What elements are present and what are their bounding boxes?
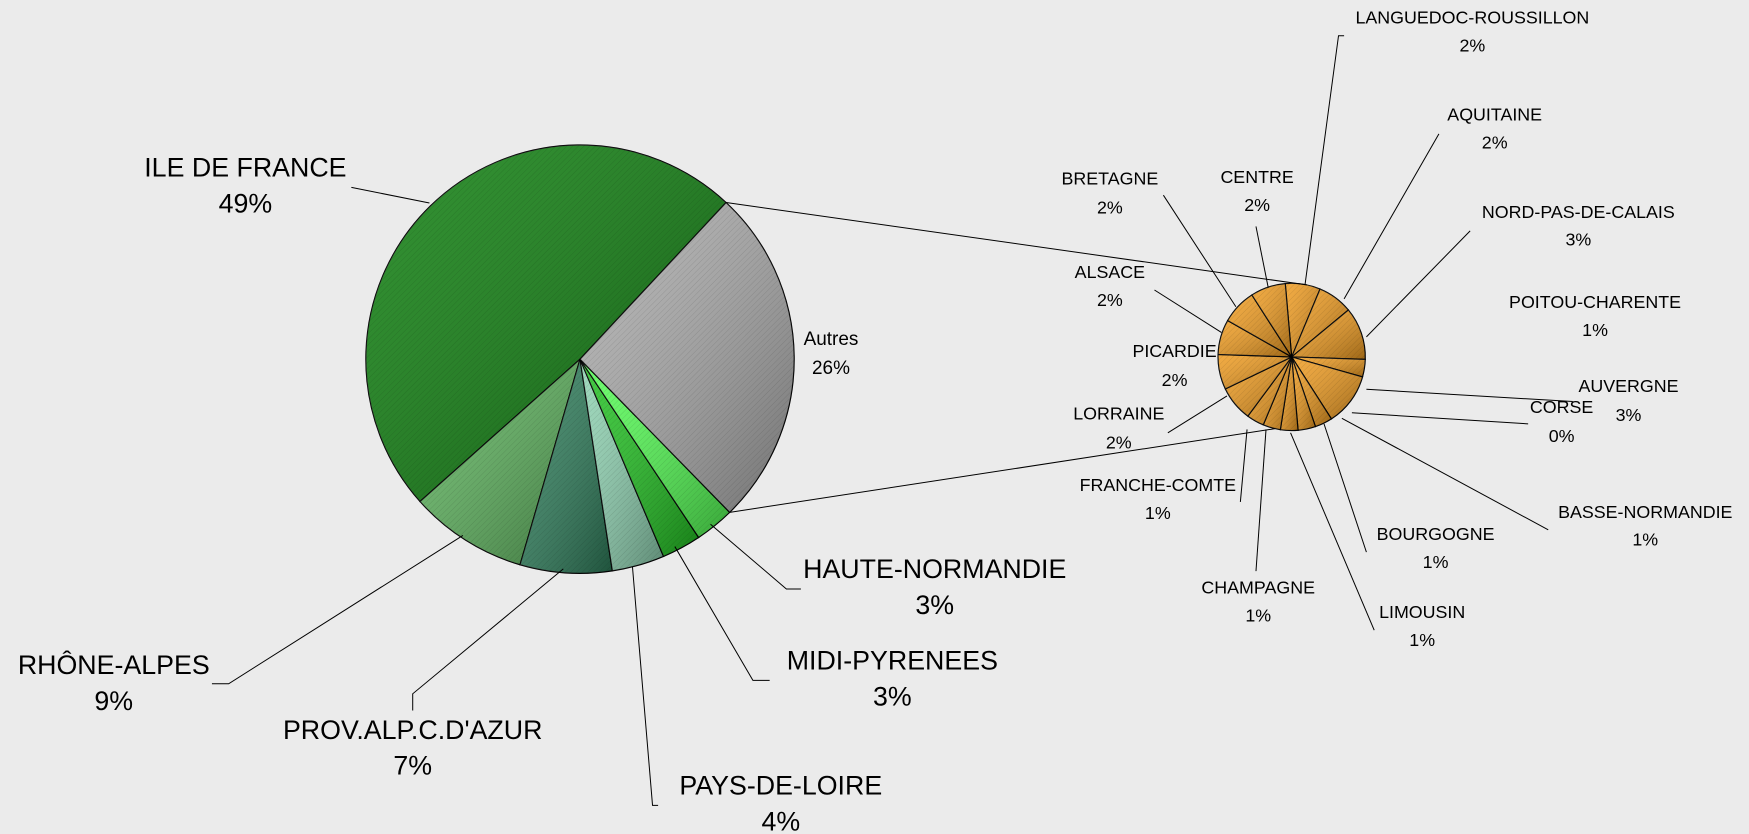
slice-label: CORSE — [1530, 397, 1594, 417]
leader-line — [631, 566, 659, 806]
leader-line — [351, 186, 430, 204]
leader-line — [211, 534, 464, 685]
slice-value-label: 2% — [1097, 197, 1123, 217]
slice-hatch — [1251, 283, 1292, 357]
slice-value-label: 0% — [1549, 426, 1575, 446]
slice-hatch — [580, 359, 730, 538]
leader-line — [710, 523, 801, 590]
slice-label: AUVERGNE — [1579, 376, 1679, 396]
slice-value-label: 1% — [1423, 552, 1449, 572]
slice-label: PICARDIE — [1132, 341, 1216, 361]
slice-hatch — [1291, 309, 1366, 360]
slice-value-label: 3% — [1616, 405, 1642, 425]
slice-value-label: 7% — [393, 750, 432, 780]
slice-label: LANGUEDOC-ROUSSILLON — [1355, 8, 1589, 28]
slice-value-label: 2% — [1244, 195, 1270, 215]
leader-line — [1323, 423, 1367, 553]
slice-label: LORRAINE — [1073, 404, 1164, 424]
slice-value-label: 1% — [1582, 320, 1608, 340]
slice-label: BOURGOGNE — [1377, 524, 1495, 544]
leader-line — [1162, 194, 1237, 308]
slice-value-label: 2% — [1106, 433, 1132, 453]
leader-line — [674, 546, 770, 681]
slice-label: POITOU-CHARENTE — [1509, 292, 1681, 312]
slice-value-label: 2% — [1162, 370, 1188, 390]
leader-line — [1255, 226, 1269, 288]
leader-line — [1343, 133, 1440, 300]
slice-label: AQUITAINE — [1447, 105, 1542, 125]
leader-line — [1304, 35, 1345, 285]
slice-label: HAUTE-NORMANDIE — [803, 554, 1066, 584]
slice-hatch — [1291, 356, 1363, 419]
slice-label: ILE DE FRANCE — [144, 153, 346, 183]
slice-hatch — [520, 359, 613, 574]
slice-value-label: 1% — [1632, 530, 1658, 550]
slice-label: LIMOUSIN — [1379, 602, 1465, 622]
slice-value-label: 2% — [1097, 290, 1123, 310]
leader-line — [1366, 230, 1471, 338]
slice-value-label: 1% — [1409, 630, 1435, 650]
slice-label: ALSACE — [1075, 262, 1145, 282]
slice-hatch — [580, 359, 699, 557]
slice-value-label: 26% — [812, 358, 850, 379]
slice-hatch — [1225, 356, 1292, 417]
slice-hatch — [1291, 356, 1316, 431]
slice-hatch — [1218, 354, 1292, 389]
leader-line — [1290, 432, 1375, 631]
slice-label: BRETAGNE — [1061, 168, 1158, 188]
slice-hatch — [580, 359, 664, 571]
slice-value-label: 1% — [1245, 606, 1271, 626]
slice-label: CENTRE — [1220, 167, 1293, 187]
slice-label: PAYS-DE-LOIRE — [679, 771, 882, 801]
slice-label: FRANCHE-COMTE — [1080, 475, 1237, 495]
slice-label: BASSE-NORMANDIE — [1558, 502, 1732, 522]
slice-hatch — [580, 202, 795, 513]
slice-label: CHAMPAGNE — [1201, 578, 1315, 598]
slice-hatch — [1291, 289, 1349, 357]
leader-line — [1255, 429, 1267, 572]
leader-line — [1154, 289, 1222, 333]
slice-hatch — [1280, 356, 1299, 431]
leader-line — [412, 568, 564, 711]
slice-hatch — [1285, 283, 1321, 357]
slice-hatch — [365, 145, 727, 502]
slice-label: RHÔNE-ALPES — [18, 649, 210, 680]
leader-line — [1341, 417, 1549, 531]
slice-value-label: 3% — [1565, 230, 1591, 250]
slice-value-label: 1% — [1145, 503, 1171, 523]
leader-line — [1366, 388, 1573, 403]
slice-value-label: 9% — [94, 686, 133, 716]
slice-value-label: 49% — [219, 188, 273, 218]
slice-value-label: 4% — [761, 806, 800, 834]
slice-label: PROV.ALP.C.D'AZUR — [283, 715, 542, 745]
connector-line — [726, 202, 1308, 286]
slice-value-label: 3% — [915, 590, 954, 620]
slice-hatch — [1247, 356, 1292, 425]
slice-label: MIDI-PYRENEES — [787, 646, 998, 676]
connector-line — [729, 428, 1276, 513]
slice-value-label: 2% — [1482, 133, 1508, 153]
slice-hatch — [1218, 320, 1292, 357]
leader-line — [1351, 412, 1529, 425]
slice-value-label: 3% — [873, 681, 912, 711]
slice-hatch — [420, 359, 581, 565]
slice-hatch — [1291, 356, 1332, 427]
slice-label: NORD-PAS-DE-CALAIS — [1482, 202, 1675, 222]
leader-line — [1167, 395, 1228, 434]
leader-line — [1239, 429, 1248, 502]
slice-label: Autres — [804, 329, 859, 350]
slice-hatch — [1227, 294, 1292, 357]
slice-value-label: 2% — [1459, 36, 1485, 56]
